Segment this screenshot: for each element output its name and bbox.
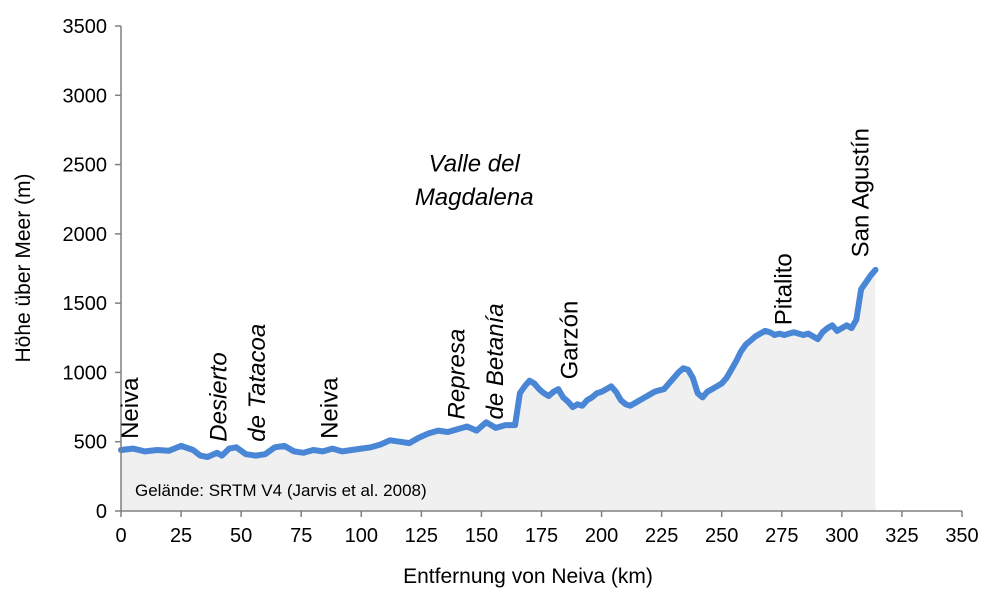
terrain-area — [121, 269, 876, 511]
place-label: Neiva — [117, 377, 144, 439]
y-tick-labels: 0 500 1000 1500 2000 2500 3000 3500 — [63, 16, 121, 523]
place-label: San Agustín — [847, 128, 874, 257]
place-annotations: Neiva Desierto de Tatacoa Neiva Represa de Be… — [117, 128, 874, 442]
elevation-line — [118, 266, 879, 460]
y-tick-label: 2500 — [63, 155, 108, 177]
x-tick-label: 125 — [405, 525, 438, 547]
x-tick-labels: 0 25 50 75 100 125 150 175 200 225 250 275 300 325 350 — [115, 511, 979, 547]
x-tick-label: 75 — [290, 525, 312, 547]
y-tick-label: 500 — [74, 432, 107, 454]
x-tick-label: 250 — [705, 525, 738, 547]
x-axis-title: Entfernung von Neiva (km) — [403, 565, 653, 588]
y-tick-label: 2000 — [63, 224, 108, 246]
x-tick-label: 300 — [825, 525, 858, 547]
x-tick-label: 350 — [945, 525, 978, 547]
place-label: Pitalito — [770, 253, 797, 325]
y-tick-label: 1500 — [63, 293, 108, 315]
x-tick-label: 225 — [645, 525, 678, 547]
y-tick-label: 0 — [96, 501, 107, 523]
y-tick-label: 3500 — [63, 16, 108, 38]
x-tick-label: 200 — [585, 525, 618, 547]
elevation-line-layer — [118, 266, 879, 460]
x-tick-label: 50 — [230, 525, 252, 547]
terrain-fill-layer — [121, 269, 876, 511]
x-tick-label: 325 — [885, 525, 918, 547]
place-label: Garzón — [557, 301, 584, 380]
x-tick-label: 175 — [525, 525, 558, 547]
place-label: de Tatacoa — [244, 324, 271, 442]
place-label: Neiva — [316, 377, 343, 439]
y-tick-label: 1000 — [63, 362, 108, 384]
place-label: de Betanía — [482, 303, 509, 419]
place-label: Valle del — [429, 151, 521, 178]
source-note: Gelände: SRTM V4 (Jarvis et al. 2008) — [135, 481, 427, 500]
x-tick-label: 150 — [465, 525, 498, 547]
y-axis-title: Höhe über Meer (m) — [12, 173, 35, 362]
x-tick-label: 275 — [765, 525, 798, 547]
x-tick-label: 0 — [115, 525, 126, 547]
y-tick-label: 3000 — [63, 85, 108, 107]
place-label: Desierto — [206, 352, 233, 441]
place-label: Represa — [444, 329, 471, 420]
place-label: Magdalena — [415, 184, 534, 211]
x-tick-label: 25 — [170, 525, 192, 547]
x-tick-label: 100 — [345, 525, 378, 547]
